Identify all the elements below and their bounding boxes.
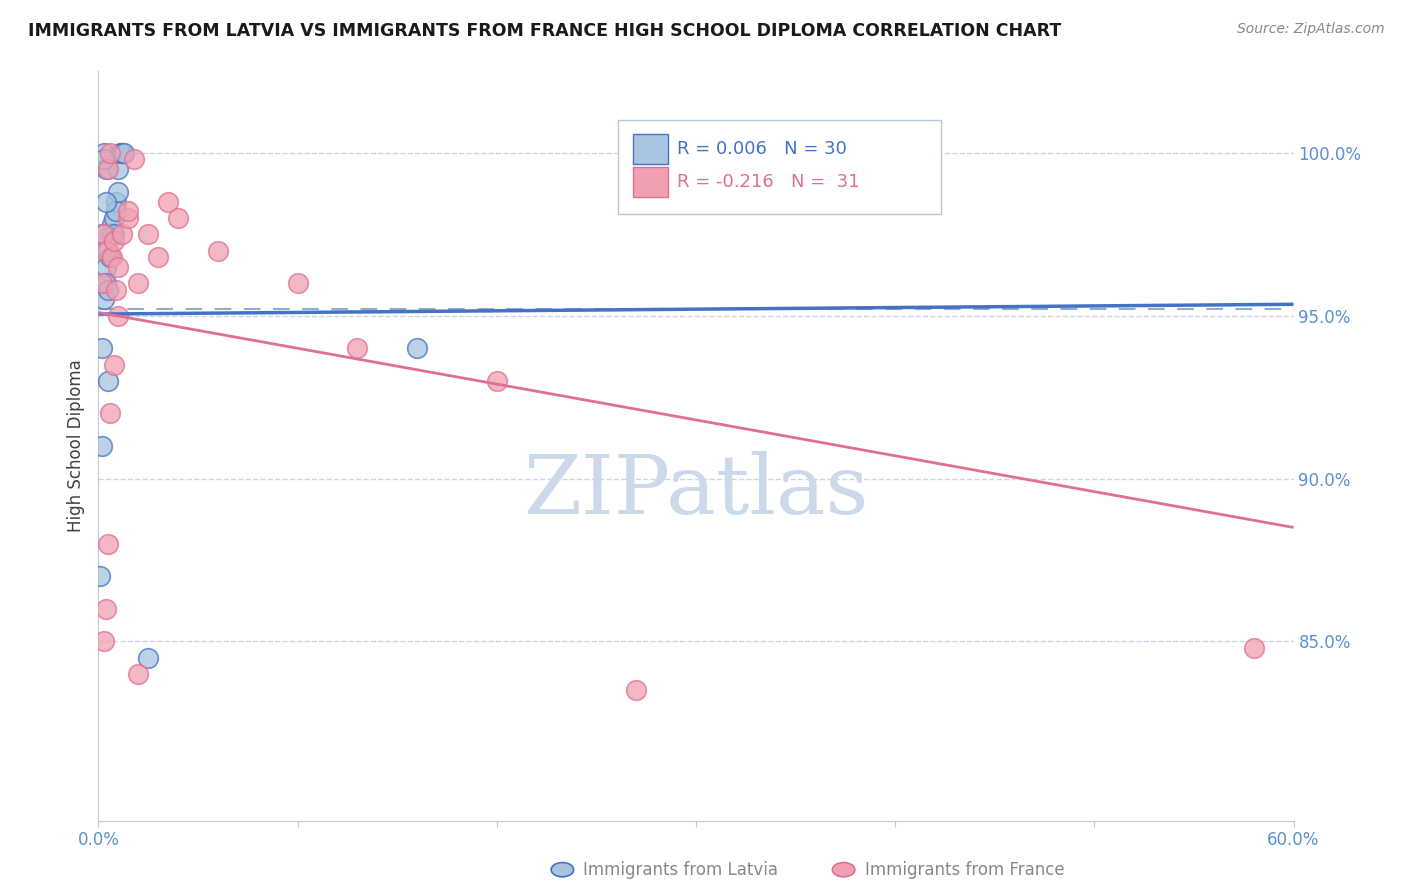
Point [124, 153, 146, 167]
Point [96, 260, 118, 274]
Point [98, 227, 122, 242]
Point [112, 145, 135, 160]
Point [117, 211, 139, 225]
Point [96, 194, 118, 209]
Point [136, 650, 159, 665]
Point [167, 211, 190, 225]
Point [98, 406, 122, 420]
FancyBboxPatch shape [633, 168, 668, 197]
Point [107, 309, 129, 323]
Point [110, 145, 132, 160]
Point [89, 569, 111, 583]
Point [111, 227, 134, 242]
Point [103, 234, 125, 248]
Point [93, 145, 115, 160]
Text: IMMIGRANTS FROM LATVIA VS IMMIGRANTS FROM FRANCE HIGH SCHOOL DIPLOMA CORRELATION: IMMIGRANTS FROM LATVIA VS IMMIGRANTS FRO… [28, 22, 1062, 40]
Point [157, 194, 180, 209]
Point [127, 667, 149, 681]
Point [105, 194, 128, 209]
Point [287, 276, 309, 290]
Point [101, 218, 124, 232]
Point [105, 283, 128, 297]
Text: R = -0.216   N =  31: R = -0.216 N = 31 [676, 173, 859, 191]
Point [207, 244, 229, 258]
Text: Immigrants from France: Immigrants from France [865, 861, 1064, 879]
Y-axis label: High School Diploma: High School Diploma [66, 359, 84, 533]
Point [136, 227, 159, 242]
Point [1243, 640, 1265, 655]
Point [105, 204, 128, 219]
Point [103, 227, 125, 242]
Point [111, 145, 134, 160]
Point [98, 145, 122, 160]
Point [148, 250, 170, 264]
Point [485, 374, 508, 388]
FancyBboxPatch shape [633, 134, 668, 163]
Point [97, 283, 120, 297]
Point [96, 276, 118, 290]
Point [93, 293, 115, 307]
Point [97, 162, 120, 177]
Point [93, 276, 115, 290]
Point [103, 358, 125, 372]
Point [101, 250, 124, 264]
Point [107, 162, 129, 177]
Point [93, 153, 115, 167]
Point [98, 250, 122, 264]
Text: R = 0.006   N = 30: R = 0.006 N = 30 [676, 139, 846, 158]
Text: Source: ZipAtlas.com: Source: ZipAtlas.com [1237, 22, 1385, 37]
Point [626, 683, 648, 698]
Text: Immigrants from Latvia: Immigrants from Latvia [583, 861, 779, 879]
Point [107, 185, 129, 199]
Point [96, 162, 118, 177]
Text: ZIPatlas: ZIPatlas [523, 451, 869, 531]
Point [91, 341, 114, 355]
Point [97, 374, 120, 388]
Point [117, 204, 139, 219]
Point [93, 634, 115, 648]
FancyBboxPatch shape [619, 120, 941, 214]
Point [127, 276, 149, 290]
Point [96, 244, 118, 258]
Point [107, 260, 129, 274]
Point [97, 537, 120, 551]
Point [103, 211, 125, 225]
Point [97, 244, 120, 258]
Point [93, 227, 115, 242]
Point [96, 602, 118, 616]
Point [406, 341, 429, 355]
Point [346, 341, 368, 355]
Point [91, 439, 114, 453]
Point [91, 276, 114, 290]
Point [101, 227, 124, 242]
Point [91, 227, 114, 242]
